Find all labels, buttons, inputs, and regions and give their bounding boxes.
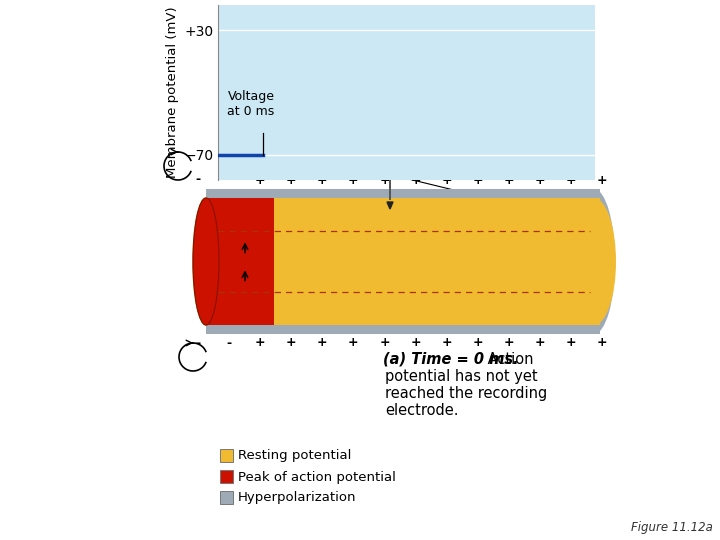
Ellipse shape	[573, 189, 615, 334]
Text: +: +	[472, 173, 483, 186]
Text: Resting potential: Resting potential	[238, 449, 351, 462]
Bar	[220, 469, 233, 483]
Text: Hyperpolarization: Hyperpolarization	[238, 491, 356, 504]
Bar	[206, 325, 600, 334]
Text: (a) Time = 0 ms.: (a) Time = 0 ms.	[383, 352, 518, 367]
Text: +: +	[441, 173, 452, 186]
Polygon shape	[387, 202, 393, 209]
Text: +: +	[503, 336, 514, 349]
Text: potential has not yet: potential has not yet	[385, 369, 538, 384]
Text: +: +	[286, 336, 297, 349]
Bar	[206, 198, 274, 325]
Text: -: -	[195, 173, 201, 186]
Text: +: +	[348, 173, 359, 186]
Bar	[206, 198, 600, 325]
Text: +: +	[534, 173, 545, 186]
Text: +: +	[534, 336, 545, 349]
Text: +: +	[472, 336, 483, 349]
Text: -: -	[227, 336, 232, 349]
Text: +: +	[255, 336, 266, 349]
Text: +: +	[566, 336, 576, 349]
Text: +: +	[597, 173, 607, 186]
Text: reached the recording: reached the recording	[385, 386, 547, 401]
Ellipse shape	[193, 198, 219, 325]
Text: +: +	[503, 173, 514, 186]
Text: +: +	[317, 336, 328, 349]
Text: +: +	[566, 173, 576, 186]
Text: Figure 11.12a: Figure 11.12a	[631, 521, 713, 534]
Text: Voltage
at 0 ms: Voltage at 0 ms	[228, 90, 274, 118]
Bar	[220, 490, 233, 503]
Text: +: +	[410, 336, 421, 349]
Text: +: +	[410, 173, 421, 186]
Bar	[220, 449, 233, 462]
Text: Action: Action	[483, 352, 534, 367]
Text: -: -	[195, 336, 201, 349]
Text: +: +	[379, 336, 390, 349]
Text: +: +	[286, 173, 297, 186]
Text: -: -	[227, 173, 232, 186]
Ellipse shape	[193, 198, 219, 325]
Bar	[206, 189, 600, 198]
Y-axis label: Membrane potential (mV): Membrane potential (mV)	[166, 6, 179, 178]
Ellipse shape	[572, 198, 616, 325]
Text: Peak of action potential: Peak of action potential	[238, 470, 396, 483]
Text: electrode.: electrode.	[385, 403, 459, 418]
Text: Recording
electrode: Recording electrode	[395, 176, 543, 218]
Text: +: +	[379, 173, 390, 186]
Text: +: +	[441, 336, 452, 349]
Text: +: +	[597, 336, 607, 349]
Text: +: +	[255, 173, 266, 186]
Text: +: +	[348, 336, 359, 349]
Text: +: +	[317, 173, 328, 186]
